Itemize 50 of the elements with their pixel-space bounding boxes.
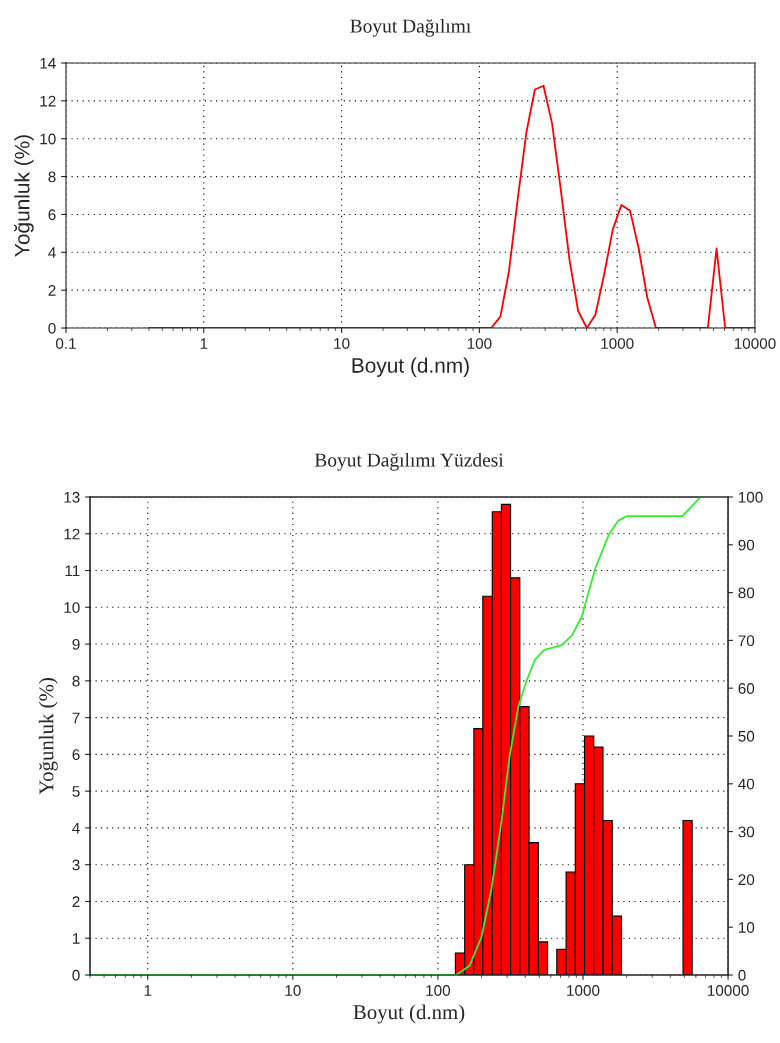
y-tick-label: 6 <box>48 209 56 221</box>
x-tick-label: 1 <box>200 338 208 349</box>
y-tick-label: 3 <box>72 859 80 871</box>
x-tick-label: 100 <box>467 338 492 349</box>
x-axis-title: Boyut (d.nm) <box>353 1004 465 1024</box>
x-tick-label: 10000 <box>707 985 749 996</box>
y-tick-label: 9 <box>72 638 80 650</box>
chart-title: Boyut Dağılımı <box>350 18 471 37</box>
y-tick-label: 13 <box>64 491 80 503</box>
y-tick-label: 12 <box>40 95 56 107</box>
y2-tick-label: 20 <box>738 874 755 886</box>
y-tick-label: 6 <box>72 749 80 761</box>
x-tick-label: 10000 <box>734 338 776 349</box>
y-tick-label: 7 <box>72 712 80 724</box>
x-tick-label: 10 <box>285 985 301 996</box>
y2-tick-label: 50 <box>738 730 755 742</box>
y-tick-label: 0 <box>48 322 56 334</box>
y-tick-label: 4 <box>48 247 56 258</box>
y-tick-label: 2 <box>72 896 80 907</box>
y2-tick-label: 0 <box>738 969 746 981</box>
chart-title: Boyut Dağılımı Yüzdesi <box>314 452 504 471</box>
x-tick-label: 100 <box>426 985 451 996</box>
y-tick-label: 1 <box>72 933 80 944</box>
y-tick-label: 10 <box>64 602 80 613</box>
y2-tick-label: 70 <box>738 635 755 647</box>
y2-tick-label: 40 <box>738 778 755 790</box>
x-tick-label: 10 <box>334 338 350 349</box>
y2-tick-label: 10 <box>738 922 755 933</box>
y-tick-label: 5 <box>72 786 80 797</box>
y-tick-label: 2 <box>48 285 56 296</box>
x-tick-label: 0.1 <box>55 338 76 349</box>
y-tick-label: 8 <box>48 171 56 183</box>
y-axis-title: Yoğunluk (%) <box>38 678 58 795</box>
y-tick-label: 14 <box>40 58 56 69</box>
y-tick-label: 11 <box>65 565 80 577</box>
y-axis-title: Yoğunluk (%) <box>14 135 34 257</box>
x-axis-title: Boyut (d.nm) <box>352 357 469 377</box>
y2-tick-label: 80 <box>738 587 755 599</box>
y-tick-label: 4 <box>72 822 80 834</box>
y2-tick-label: 30 <box>738 826 755 838</box>
x-tick-label: 1000 <box>567 985 600 996</box>
y-tick-label: 10 <box>40 133 56 145</box>
y2-tick-label: 90 <box>738 539 755 551</box>
x-tick-label: 1000 <box>601 338 634 349</box>
y-tick-label: 8 <box>72 675 80 687</box>
y-tick-label: 0 <box>72 969 80 981</box>
y-tick-label: 12 <box>64 528 80 540</box>
x-tick-label: 1 <box>144 985 152 996</box>
y2-tick-label: 60 <box>738 683 755 694</box>
y2-tick-label: 100 <box>738 491 763 503</box>
